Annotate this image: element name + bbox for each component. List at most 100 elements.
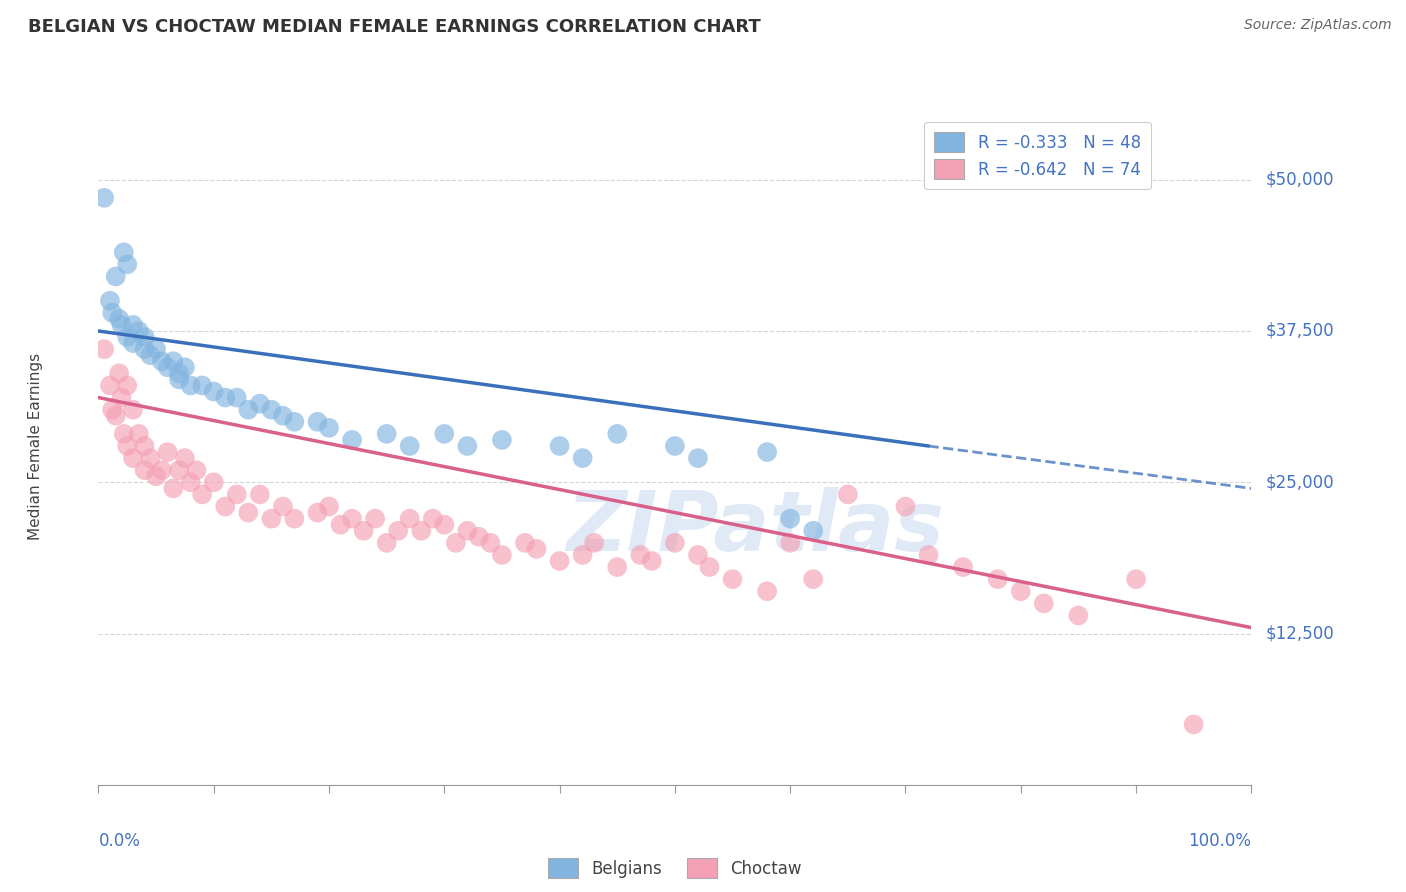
Point [271,500,294,514]
Point [202,384,225,399]
Point [353,524,375,538]
Point [318,421,340,435]
Point [1182,717,1205,731]
Point [664,439,686,453]
Text: 100.0%: 100.0% [1188,832,1251,850]
Point [779,536,801,550]
Point [491,548,513,562]
Point [150,354,173,368]
Text: BELGIAN VS CHOCTAW MEDIAN FEMALE EARNINGS CORRELATION CHART: BELGIAN VS CHOCTAW MEDIAN FEMALE EARNING… [28,18,761,36]
Point [1067,608,1090,623]
Point [174,360,197,375]
Point [122,402,145,417]
Point [571,548,593,562]
Point [894,500,917,514]
Point [583,536,606,550]
Point [318,500,340,514]
Point [162,482,184,496]
Legend: Belgians, Choctaw: Belgians, Choctaw [541,852,808,885]
Point [837,487,859,501]
Point [225,391,247,405]
Point [128,426,150,441]
Point [271,409,294,423]
Point [117,378,138,392]
Point [422,511,444,525]
Point [526,541,548,556]
Text: $37,500: $37,500 [1265,322,1334,340]
Point [145,342,167,356]
Point [340,433,363,447]
Point [340,511,363,525]
Point [122,451,145,466]
Point [571,451,593,466]
Point [686,451,709,466]
Point [101,402,124,417]
Point [307,506,329,520]
Point [411,524,433,538]
Point [548,554,571,568]
Point [375,536,398,550]
Text: Median Female Earnings: Median Female Earnings [28,352,42,540]
Text: $25,000: $25,000 [1265,474,1334,491]
Point [134,330,156,344]
Point [117,439,138,453]
Point [134,342,156,356]
Point [548,439,571,453]
Point [307,415,329,429]
Point [93,191,115,205]
Point [1125,572,1147,586]
Point [260,511,283,525]
Point [145,469,167,483]
Point [686,548,709,562]
Point [491,433,513,447]
Point [801,524,824,538]
Point [156,445,179,459]
Point [606,426,628,441]
Point [513,536,536,550]
Text: $12,500: $12,500 [1265,624,1334,642]
Point [167,372,190,386]
Point [104,269,127,284]
Point [699,560,721,574]
Point [122,336,145,351]
Point [606,560,628,574]
Point [180,378,202,392]
Point [108,367,131,381]
Point [444,536,467,550]
Point [202,475,225,490]
Point [283,415,305,429]
Point [156,360,179,375]
Point [238,506,260,520]
Point [364,511,387,525]
Point [167,463,190,477]
Point [756,584,779,599]
Point [260,402,283,417]
Point [112,426,135,441]
Point [214,500,236,514]
Point [225,487,247,501]
Point [1032,596,1054,610]
Point [987,572,1010,586]
Point [375,426,398,441]
Point [664,536,686,550]
Point [249,487,271,501]
Point [128,324,150,338]
Point [398,439,420,453]
Point [122,318,145,332]
Point [1010,584,1032,599]
Point [93,342,115,356]
Point [479,536,502,550]
Point [134,439,156,453]
Point [468,530,491,544]
Point [110,318,132,332]
Text: ZIPatlas: ZIPatlas [567,487,945,568]
Point [433,426,456,441]
Point [108,312,131,326]
Point [456,439,478,453]
Text: Source: ZipAtlas.com: Source: ZipAtlas.com [1244,18,1392,32]
Point [162,354,184,368]
Point [456,524,478,538]
Point [214,391,236,405]
Point [779,511,801,525]
Point [98,378,121,392]
